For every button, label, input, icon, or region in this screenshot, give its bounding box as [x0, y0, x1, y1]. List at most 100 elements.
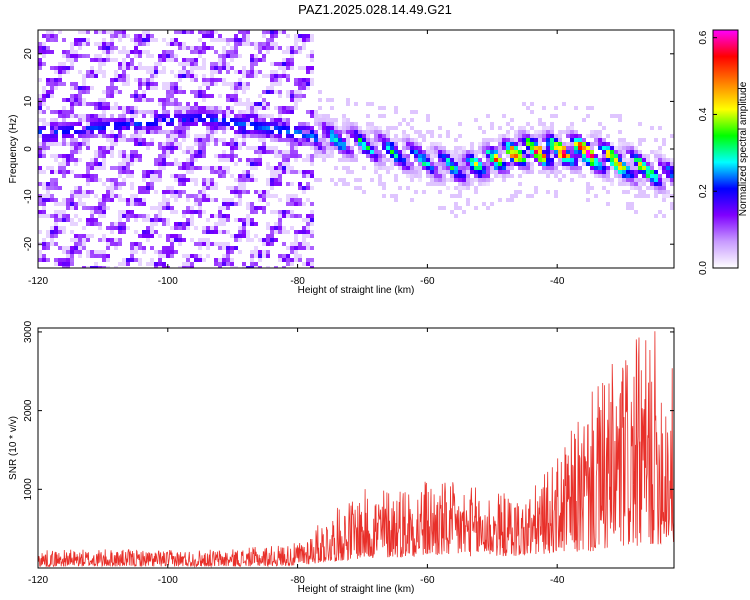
spectrogram-cell — [230, 246, 234, 250]
spectrogram-cell — [122, 50, 126, 54]
spectrogram-cell — [614, 162, 618, 166]
spectrogram-cell — [474, 118, 478, 122]
spectrogram-cell — [114, 134, 118, 138]
spectrogram-cell — [382, 186, 386, 190]
spectrogram-cell — [558, 154, 562, 158]
spectrogram-cell — [266, 254, 270, 258]
spectrogram-cell — [262, 122, 266, 126]
spectrogram-cell — [290, 94, 294, 98]
spectrogram-cell — [118, 106, 122, 110]
spectrogram-cell — [186, 262, 190, 266]
spectrogram-cell — [514, 142, 518, 146]
spectrogram-cell — [510, 162, 514, 166]
spectrogram-cell — [106, 146, 110, 150]
spectrogram-cell — [78, 70, 82, 74]
spectrogram-cell — [218, 206, 222, 210]
spectrogram-cell — [290, 182, 294, 186]
spectrogram-cell — [446, 166, 450, 170]
spectrogram-cell — [66, 162, 70, 166]
spectrogram-cell — [134, 158, 138, 162]
spectrogram-cell — [138, 246, 142, 250]
spectrogram-cell — [114, 78, 118, 82]
spectrogram-cell — [222, 254, 226, 258]
spectrogram-cell — [174, 222, 178, 226]
spectrogram-cell — [50, 90, 54, 94]
spectrogram-cell — [442, 182, 446, 186]
spectrogram-cell — [614, 150, 618, 154]
spectrogram-cell — [450, 178, 454, 182]
spectrogram-cell — [346, 98, 350, 102]
spectrogram-cell — [294, 198, 298, 202]
spectrogram-cell — [222, 114, 226, 118]
spectrogram-cell — [362, 166, 366, 170]
spectrogram-cell — [234, 34, 238, 38]
spectrogram-cell — [98, 238, 102, 242]
spectrogram-cell — [230, 234, 234, 238]
spectrogram-cell — [614, 170, 618, 174]
spectrogram-cell — [538, 170, 542, 174]
spectrogram-cell — [182, 226, 186, 230]
spectrogram-cell — [398, 186, 402, 190]
spectrogram-cell — [38, 98, 42, 102]
spectrogram-cell — [298, 130, 302, 134]
spectrogram-cell — [194, 58, 198, 62]
spectrogram-cell — [118, 162, 122, 166]
spectrogram-cell — [78, 174, 82, 178]
spectrogram-cell — [382, 142, 386, 146]
spectrogram-cell — [258, 154, 262, 158]
spectrogram-cell — [654, 182, 658, 186]
spectrogram-cell — [270, 150, 274, 154]
spectrogram-cell — [402, 130, 406, 134]
spectrogram-cell — [186, 62, 190, 66]
spectrogram-cell — [130, 182, 134, 186]
spectrogram-cell — [418, 166, 422, 170]
spectrogram-cell — [478, 162, 482, 166]
spectrogram-cell — [134, 194, 138, 198]
spectrogram-cell — [266, 46, 270, 50]
spectrogram-cell — [262, 134, 266, 138]
spectrogram-cell — [550, 130, 554, 134]
spectrogram-cell — [262, 42, 266, 46]
spectrogram-cell — [126, 138, 130, 142]
spectrogram-cell — [426, 158, 430, 162]
spectrogram-cell — [182, 238, 186, 242]
spectrogram-cell — [238, 126, 242, 130]
spectrogram-cell — [562, 166, 566, 170]
spectrogram-cell — [154, 122, 158, 126]
spectrogram-cell — [106, 50, 110, 54]
spectrogram-cell — [262, 150, 266, 154]
spectrogram-cell — [38, 126, 42, 130]
spectrogram-cell — [630, 170, 634, 174]
spectrogram-cell — [90, 218, 94, 222]
spectrogram-cell — [218, 158, 222, 162]
spectrogram-cell — [254, 122, 258, 126]
spectrogram-cell — [302, 142, 306, 146]
spectrogram-cell — [486, 182, 490, 186]
spectrogram-cell — [434, 142, 438, 146]
spectrogram-cell — [178, 102, 182, 106]
spectrogram-cell — [498, 138, 502, 142]
spectrogram-cell — [134, 258, 138, 262]
spectrogram-cell — [498, 162, 502, 166]
spectrogram-cell — [410, 138, 414, 142]
spectrogram-cell — [234, 178, 238, 182]
spectrogram-cell — [234, 130, 238, 134]
spectrogram-cell — [342, 154, 346, 158]
spectrogram-cell — [598, 122, 602, 126]
spectrogram-cell — [614, 114, 618, 118]
spectrogram-cell — [66, 58, 70, 62]
spectrogram-cell — [158, 206, 162, 210]
spectrogram-cell — [214, 66, 218, 70]
spectrogram-cell — [246, 106, 250, 110]
spectrogram-cell — [626, 202, 630, 206]
spectrogram-cell — [210, 66, 214, 70]
spectrogram-cell — [354, 154, 358, 158]
spectrogram-cell — [646, 174, 650, 178]
spectrogram-cell — [222, 242, 226, 246]
spectrogram-cell — [238, 230, 242, 234]
spectrogram-cell — [622, 182, 626, 186]
spectrogram-cell — [302, 170, 306, 174]
spectrogram-cell — [274, 90, 278, 94]
spectrogram-cell — [618, 182, 622, 186]
